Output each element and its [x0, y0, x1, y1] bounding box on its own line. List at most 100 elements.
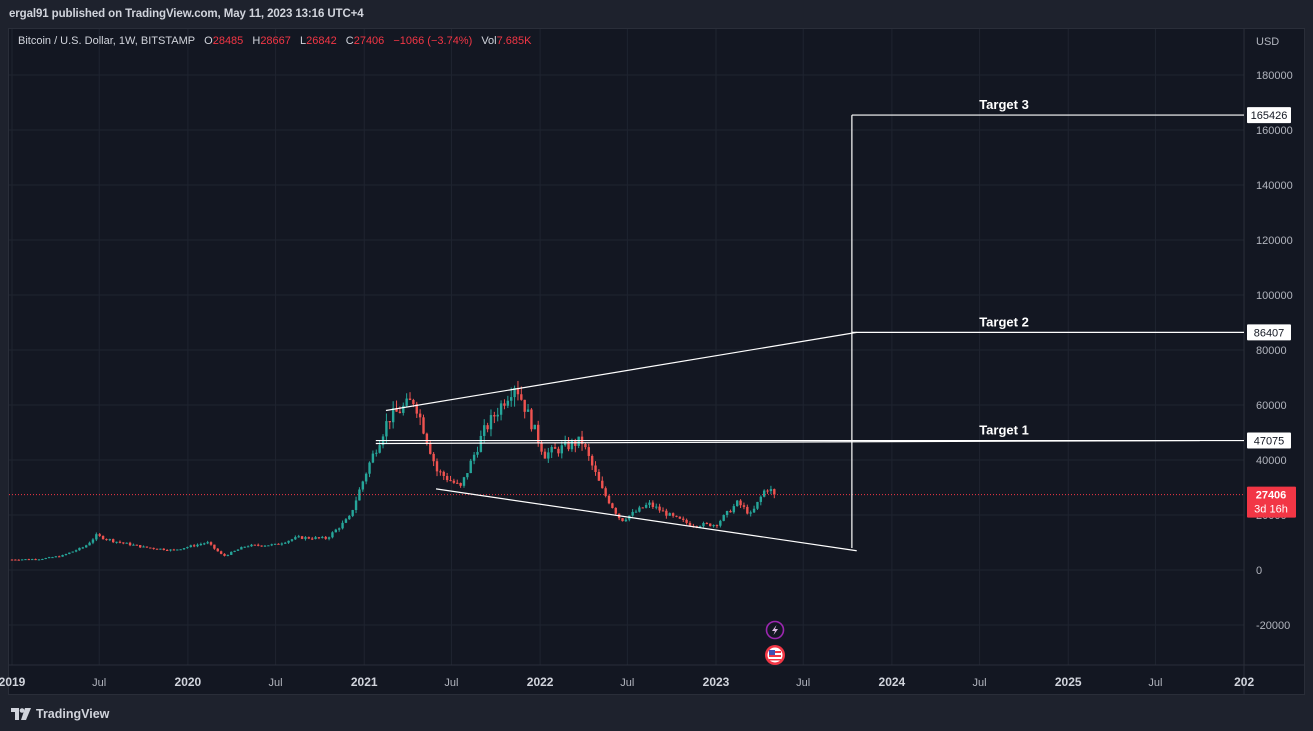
- candle-body: [597, 471, 601, 481]
- candle-body: [762, 490, 766, 497]
- candle-body: [719, 520, 722, 526]
- candle-body: [722, 515, 725, 521]
- candle-body: [513, 387, 516, 398]
- price-chart[interactable]: 180000 160000 140000 120000 100000 80000 60000…: [0, 0, 1313, 697]
- candle-body: [614, 508, 617, 514]
- candle-body: [398, 411, 402, 413]
- candle-body: [233, 550, 236, 552]
- candle-body: [17, 559, 20, 561]
- current-price-tag: [1247, 486, 1296, 518]
- close-value: 27406: [353, 35, 385, 47]
- candle-body: [429, 443, 432, 454]
- candle-body: [310, 538, 314, 540]
- candle-body: [216, 548, 219, 552]
- tradingview-brand[interactable]: TradingView: [11, 707, 109, 721]
- candle-body: [729, 510, 732, 513]
- candle-body: [294, 537, 297, 540]
- candle-body: [742, 505, 746, 507]
- candle-body: [105, 539, 108, 541]
- candle-body: [665, 510, 668, 516]
- candle-body: [152, 547, 155, 549]
- candle-body: [574, 440, 577, 446]
- candle-body: [27, 559, 31, 561]
- candle-body: [260, 545, 263, 547]
- current-price-countdown: 3d 16h: [1254, 504, 1288, 516]
- drawings: [9, 114, 1244, 552]
- candle-body: [54, 556, 58, 558]
- candle-body: [85, 545, 88, 548]
- candle-body: [391, 408, 395, 423]
- candle-body: [668, 513, 671, 516]
- time-tick: Jul: [1148, 677, 1162, 689]
- candle-body: [243, 546, 246, 548]
- volume-value: 7.685K: [496, 35, 532, 47]
- candle-body: [31, 559, 34, 561]
- candle-body: [14, 559, 17, 561]
- chart-panel[interactable]: [8, 28, 1305, 695]
- candle-body: [155, 548, 159, 550]
- candle-body: [638, 507, 641, 512]
- candle-body: [756, 501, 759, 509]
- candles: [10, 380, 776, 561]
- high-value: 28667: [260, 35, 291, 47]
- candle-body: [280, 543, 284, 545]
- trendline: [385, 331, 857, 412]
- candle-body: [20, 559, 24, 561]
- candle-body: [587, 447, 590, 456]
- candle-body: [314, 537, 317, 539]
- candle-body: [287, 540, 290, 543]
- candle-body: [469, 460, 472, 474]
- candle-body: [671, 513, 675, 516]
- candle-body: [337, 528, 341, 530]
- candle-body: [530, 409, 533, 430]
- candle-body: [165, 549, 169, 551]
- candle-body: [101, 535, 105, 540]
- brand-name: TradingView: [36, 707, 110, 721]
- candle-body: [68, 552, 71, 555]
- candle-body: [590, 455, 594, 466]
- candle-body: [344, 519, 348, 523]
- target-price-tag-text: 47075: [1254, 436, 1285, 448]
- candle-body: [132, 544, 135, 546]
- candle-body: [81, 547, 85, 549]
- candle-body: [702, 522, 705, 527]
- candle-body: [422, 417, 425, 434]
- candle-body: [483, 425, 486, 436]
- candle-body: [584, 444, 587, 448]
- candle-body: [644, 504, 648, 508]
- target-price-tag: [1247, 107, 1291, 124]
- candle-body: [270, 544, 273, 546]
- candle-body: [506, 400, 510, 406]
- candle-body: [435, 461, 439, 472]
- candle-body: [678, 516, 682, 519]
- candle-body: [499, 403, 503, 415]
- candle-body: [108, 539, 112, 541]
- candle-body: [122, 542, 125, 544]
- candle-body: [51, 557, 54, 559]
- candle-body: [37, 559, 41, 561]
- high-label: H: [252, 35, 261, 47]
- candle-body: [601, 480, 604, 489]
- candle-body: [169, 549, 172, 551]
- candle-body: [206, 542, 209, 544]
- candle-body: [604, 488, 607, 496]
- candle-body: [273, 543, 277, 545]
- candle-body: [685, 519, 688, 523]
- candle-body: [553, 447, 557, 449]
- candle-body: [331, 532, 334, 538]
- candle-body: [570, 440, 574, 450]
- us-flag-icon[interactable]: [765, 645, 785, 665]
- candle-body: [118, 541, 122, 543]
- candle-body: [162, 548, 165, 550]
- candle-body: [371, 453, 375, 463]
- candle-body: [378, 445, 381, 453]
- low-value: 26842: [306, 35, 337, 47]
- candle-body: [149, 547, 152, 549]
- candle-body: [594, 465, 597, 472]
- candle-body: [71, 551, 74, 553]
- price-tick: 80000: [1256, 345, 1287, 357]
- candle-body: [297, 536, 300, 538]
- candle-body: [395, 408, 398, 412]
- lightning-icon[interactable]: [765, 620, 785, 640]
- change-value: −1066 (−3.74%): [393, 35, 473, 47]
